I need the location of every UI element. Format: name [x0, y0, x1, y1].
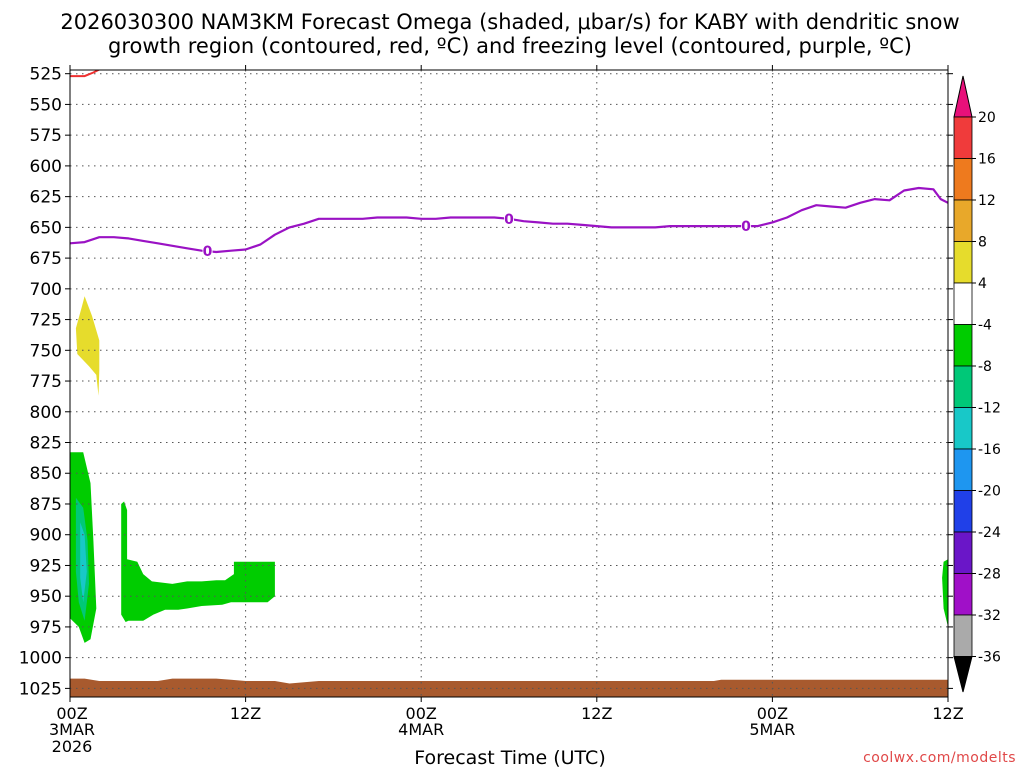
colorbar-label-6: -8 [978, 359, 992, 375]
colorbar-label-9: -20 [978, 484, 1001, 500]
y-tick-label-800: 800 [30, 403, 62, 423]
plot-area: 0 0 0 [69, 69, 949, 698]
y-tick-label-900: 900 [30, 526, 62, 546]
x-tick-label-60: 12Z [932, 704, 963, 723]
y-tick-label-1025: 1025 [19, 679, 62, 699]
colorbar-label-11: -28 [978, 567, 1001, 583]
colorbar: 20 16 12 8 4 -4 -8 -12 -16 -20 -24 -28 -32 -36 [953, 75, 1001, 693]
colorbar-top-arrow [953, 75, 973, 118]
y-tick-label-550: 550 [30, 95, 62, 115]
chart-title-line2: growth region (contoured, red, ºC) and f… [108, 34, 912, 58]
colorbar-label-13: -36 [978, 650, 1001, 666]
colorbar-label-1: 16 [978, 152, 996, 168]
y-tick-label-750: 750 [30, 341, 62, 361]
y-tick-label-625: 625 [30, 188, 62, 208]
credit-text: coolwx.com/modelts [863, 750, 1016, 766]
y-tick-label-975: 975 [30, 618, 62, 638]
omega-region-5 [942, 559, 948, 627]
colorbar-segment-2 [953, 158, 973, 201]
plot-inner: 0 0 0 [70, 70, 948, 697]
freezing-level-label-0: 0 [203, 244, 213, 260]
x-tick-label-12: 12Z [230, 704, 261, 723]
colorbar-label-7: -12 [978, 401, 1001, 417]
plot-frame [69, 69, 949, 698]
x-tick-sub1-24: 4MAR [398, 720, 444, 739]
freezing-label-bg-0 [202, 244, 213, 259]
colorbar-bottom-arrow [953, 656, 973, 693]
freezing-label-bg-2 [741, 219, 752, 234]
x-tick-label-0: 00Z [56, 704, 87, 723]
colorbar-segment-7 [953, 365, 973, 408]
y-tick-label-850: 850 [30, 464, 62, 484]
colorbar-label-10: -24 [978, 525, 1001, 541]
y-tick-label-575: 575 [30, 126, 62, 146]
y-tick-label-650: 650 [30, 218, 62, 238]
dendritic-zone-line [70, 70, 101, 78]
freezing-label-bg-1 [504, 211, 514, 226]
x-tick-label-24: 00Z [406, 704, 437, 723]
omega-region-3 [80, 522, 87, 603]
y-tick-label-725: 725 [30, 311, 62, 331]
y-tick-label-525: 525 [30, 65, 62, 85]
colorbar-label-4: 4 [978, 276, 987, 292]
colorbar-label-12: -32 [978, 608, 1001, 624]
x-axis-title: Forecast Time (UTC) [414, 747, 605, 768]
y-tick-label-675: 675 [30, 249, 62, 269]
colorbar-label-0: 20 [978, 110, 996, 126]
x-tick-sub2-0: 2026 [52, 737, 93, 756]
colorbar-segment-8 [953, 407, 973, 450]
colorbar-label-8: -16 [978, 442, 1001, 458]
x-tick-sub1-48: 5MAR [749, 720, 795, 739]
x-tick-sub1-0: 3MAR [49, 720, 95, 739]
y-axis-tick-labels: 525 550 575 600 625 650 675 700 725 750 775 800 825 8… [19, 65, 953, 699]
colorbar-label-3: 8 [978, 235, 987, 251]
omega-region-4 [121, 501, 275, 622]
x-tick-label-36: 12Z [581, 704, 612, 723]
colorbar-label-5: -4 [978, 318, 992, 334]
y-tick-label-1000: 1000 [19, 649, 62, 669]
colorbar-segment-9 [953, 448, 973, 491]
omega-region-0 [75, 296, 100, 396]
chart-title-line1: 2026030300 NAM3KM Forecast Omega (shaded… [60, 10, 959, 34]
colorbar-segment-12 [953, 573, 973, 616]
y-tick-label-775: 775 [30, 372, 62, 392]
colorbar-segment-3 [953, 199, 973, 242]
colorbar-segment-5 [953, 282, 973, 325]
freezing-level-line [70, 186, 948, 254]
colorbar-segment-4 [953, 241, 973, 284]
colorbar-segment-1 [953, 116, 973, 159]
freezing-level-label-2: 0 [741, 219, 751, 235]
freezing-level-label-1: 0 [504, 212, 514, 228]
y-tick-label-875: 875 [30, 495, 62, 515]
colorbar-segment-6 [953, 324, 973, 367]
y-tick-label-700: 700 [30, 280, 62, 300]
x-tick-label-48: 00Z [757, 704, 788, 723]
colorbar-segment-11 [953, 531, 973, 574]
y-tick-label-600: 600 [30, 157, 62, 177]
y-tick-label-925: 925 [30, 556, 62, 576]
colorbar-label-2: 12 [978, 193, 996, 209]
y-tick-label-825: 825 [30, 434, 62, 454]
colorbar-segment-10 [953, 490, 973, 533]
terrain-band [70, 678, 948, 697]
y-tick-label-950: 950 [30, 587, 62, 607]
colorbar-segment-13 [953, 614, 973, 657]
